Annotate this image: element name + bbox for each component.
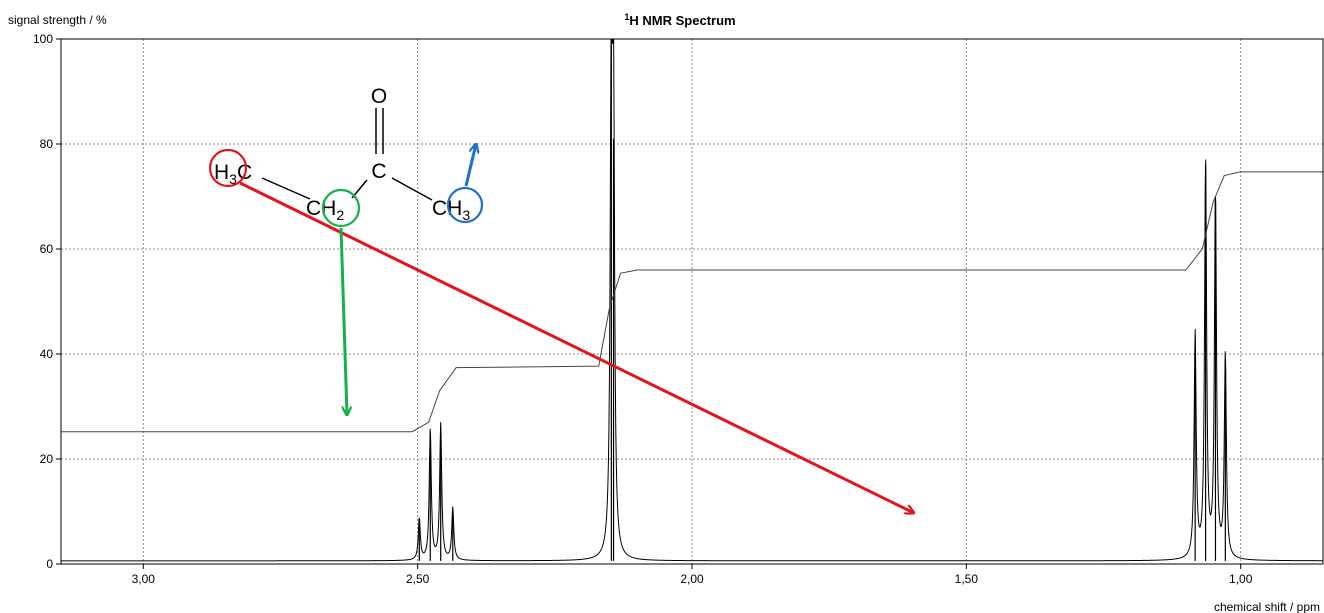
group-ch3-c: C: [432, 197, 447, 220]
group-h3c-h: H: [214, 161, 229, 184]
chart-title-superscript: 1: [624, 12, 629, 22]
blue-arrow: [464, 144, 476, 187]
y-tick-label: 80: [40, 137, 54, 151]
group-h3c-subscript: 3: [229, 171, 237, 187]
y-tick-label: 20: [40, 452, 54, 466]
y-tick-label: 60: [40, 242, 54, 256]
bond-c-ch3: [391, 177, 433, 201]
blue-highlight-circle: [446, 186, 484, 224]
red-highlight-circle: [208, 148, 248, 188]
green-arrow: [339, 227, 347, 415]
chart-title-text: H NMR Spectrum: [629, 13, 735, 28]
plot-series: [61, 38, 1323, 562]
x-tick-label: 1,00: [1229, 572, 1253, 586]
x-axis-label: chemical shift / ppm: [1214, 600, 1320, 613]
group-ch2-c: C: [306, 197, 321, 220]
x-tick-label: 3,00: [132, 572, 156, 586]
y-tick-label: 0: [46, 557, 53, 571]
x-tick-label: 2,00: [680, 572, 704, 586]
integral-curve: [61, 171, 1323, 433]
y-axis-label: signal strength / %: [8, 13, 107, 27]
plot-frame: [60, 38, 1324, 565]
atom-carbonyl-carbon: C: [371, 160, 386, 183]
red-arrow: [239, 181, 914, 513]
group-ch2-subscript: 2: [336, 207, 344, 223]
bond-h3c-ch2: [261, 177, 311, 200]
group-ch3-subscript: 3: [462, 207, 470, 223]
molecule-structure: O C H3C CH2 CH3: [214, 85, 470, 223]
x-tick-label: 1,50: [955, 572, 979, 586]
group-ch3: CH3: [432, 197, 470, 223]
y-tick-label: 40: [40, 347, 54, 361]
chart-title: 1H NMR Spectrum: [624, 12, 735, 28]
spectrum-line: [61, 38, 1323, 562]
x-tick-label: 2,50: [406, 572, 430, 586]
grid-lines: [61, 39, 1323, 564]
green-highlight-circle: [321, 188, 361, 228]
atom-oxygen: O: [371, 85, 387, 108]
axis-ticks: 3,002,502,001,501,000,50020406080100: [33, 32, 1253, 586]
y-tick-label: 100: [33, 32, 53, 46]
